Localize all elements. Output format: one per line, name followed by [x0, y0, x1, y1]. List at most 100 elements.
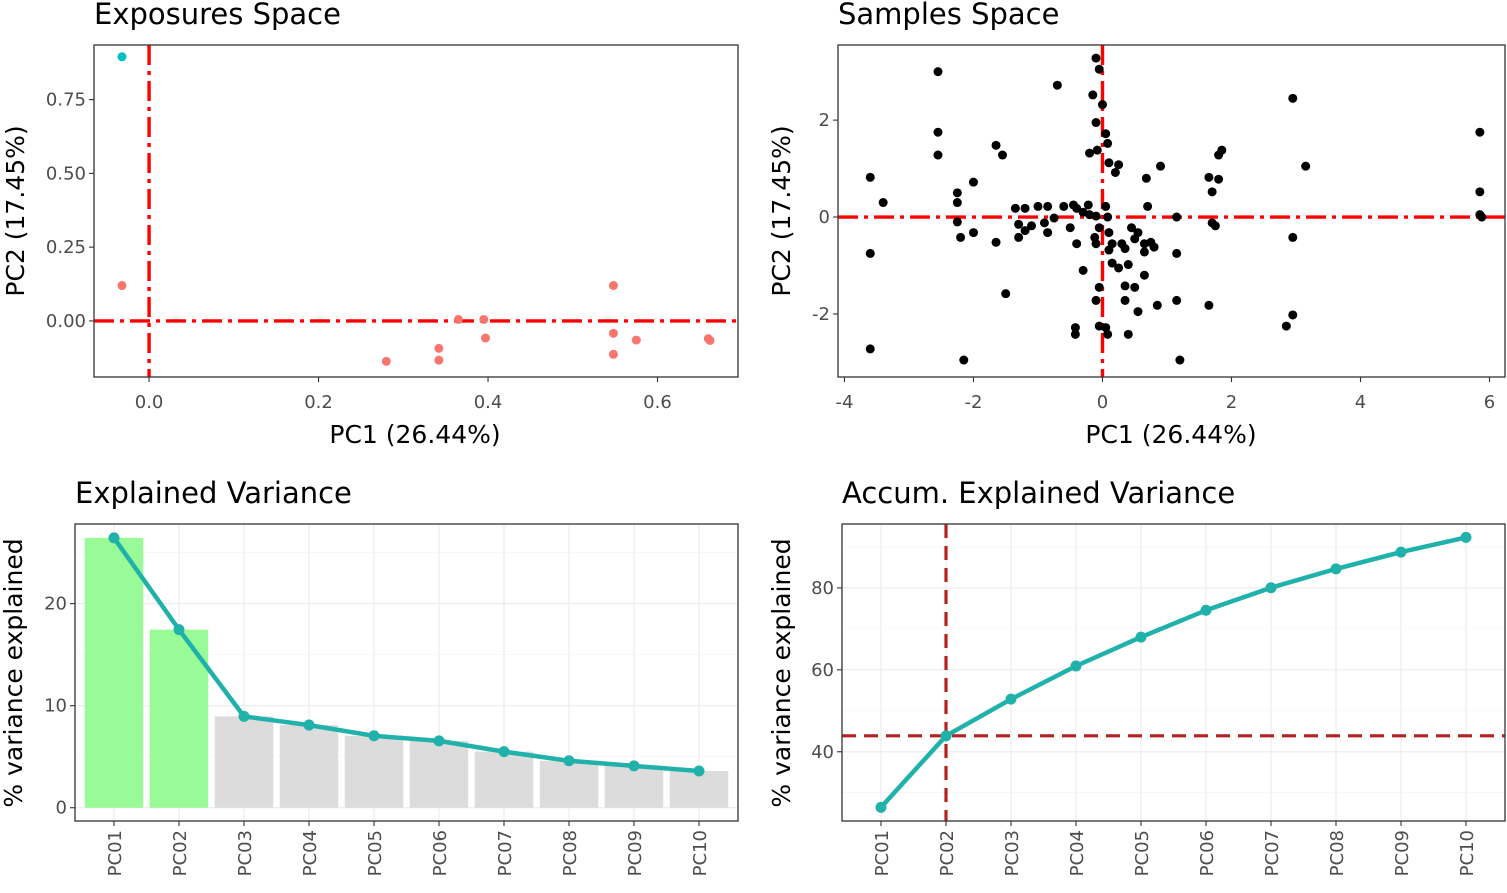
x-axis-title: PC1 (26.44%)	[329, 420, 500, 449]
line-point	[1460, 531, 1472, 543]
data-point	[1072, 203, 1082, 213]
x-tick-label: PC05	[1132, 830, 1153, 876]
data-point	[1101, 129, 1111, 139]
data-point	[608, 328, 618, 338]
data-point	[1092, 145, 1102, 155]
data-point	[1301, 161, 1311, 171]
x-tick-label: PC10	[690, 830, 711, 876]
data-point	[1288, 93, 1298, 103]
data-point	[1070, 323, 1080, 333]
x-tick-label: PC08	[1327, 830, 1348, 876]
x-tick-label: PC02	[170, 830, 191, 876]
data-point	[381, 356, 391, 366]
data-point	[1052, 80, 1062, 90]
bar	[279, 725, 339, 808]
x-tick-label: PC08	[560, 830, 581, 876]
samples-plot-area: -4 -2 0 2 4 6 -2 0 2	[812, 44, 1506, 413]
data-point	[1210, 221, 1220, 231]
data-point	[479, 314, 489, 324]
data-point	[1130, 234, 1140, 244]
data-point	[1120, 281, 1130, 291]
data-point	[1172, 212, 1182, 222]
data-point	[1072, 239, 1082, 249]
data-point	[1130, 282, 1140, 292]
y-axis-title: % variance explained	[767, 538, 796, 807]
data-point	[1172, 295, 1182, 305]
data-point	[1091, 53, 1101, 63]
y-tick-label: 0.75	[46, 90, 86, 111]
x-tick-label: PC03	[235, 830, 256, 876]
data-point	[1091, 295, 1101, 305]
data-point	[1020, 203, 1030, 213]
panel-background	[842, 524, 1505, 821]
data-point	[1172, 248, 1182, 258]
panel-border	[841, 523, 1506, 822]
data-point	[1014, 232, 1024, 242]
line-point	[875, 801, 887, 813]
data-point	[1104, 228, 1114, 238]
x-tick-label: 0	[1097, 392, 1108, 413]
bar	[84, 537, 144, 808]
data-point	[1152, 300, 1162, 310]
y-axis-title: PC2 (17.45%)	[767, 125, 796, 296]
y-tick-label: 10	[44, 696, 67, 717]
line-point	[1265, 582, 1277, 594]
line-point	[498, 746, 510, 758]
data-point	[997, 150, 1007, 160]
x-tick-label: 0.0	[135, 392, 164, 413]
x-tick-label: PC10	[1457, 830, 1478, 876]
x-tick-label: PC06	[1197, 830, 1218, 876]
panel-border	[837, 44, 1506, 378]
data-point	[1110, 167, 1120, 177]
line-point	[1330, 563, 1342, 575]
samples-space-panel: Samples Space -4 -2 0 2 4 6-202 PC1 (26.44%) …	[767, 0, 1506, 449]
line-point	[628, 760, 640, 772]
data-point	[1085, 148, 1095, 158]
exposures-plot-area: 0.0 0.2 0.4 0.6 0.00 0.25 0.50 0.75	[46, 44, 739, 413]
data-point	[453, 314, 463, 324]
line-point	[108, 532, 120, 544]
exposures-space-panel: Exposures Space 0.0 0.2 0.4 0.6 0.00 0.25 0.50…	[1, 0, 739, 449]
data-point	[1204, 300, 1214, 310]
data-point	[1288, 232, 1298, 242]
x-tick-label: PC01	[872, 830, 893, 876]
data-point	[1107, 258, 1117, 268]
data-point	[865, 344, 875, 354]
accum-variance-plot-area: PC01 PC02 PC03 PC04 PC05 PC06 PC07 PC08 PC09 PC10…	[811, 523, 1506, 876]
data-point	[434, 343, 444, 353]
data-point	[1114, 263, 1124, 273]
line-point	[1135, 631, 1147, 643]
x-tick-label: PC02	[937, 830, 958, 876]
data-point	[1020, 226, 1030, 236]
data-point	[1139, 247, 1149, 257]
data-point	[1088, 90, 1098, 100]
x-tick-label: PC07	[1262, 830, 1283, 876]
data-point	[878, 198, 888, 208]
bar	[604, 765, 664, 808]
data-point	[1217, 145, 1227, 155]
data-point	[631, 335, 641, 345]
y-tick-label: 60	[811, 660, 834, 681]
data-point	[608, 349, 618, 359]
panel-background	[94, 45, 738, 377]
data-point	[952, 217, 962, 227]
data-point	[117, 281, 127, 291]
x-tick-label: 2	[1226, 392, 1237, 413]
line-point	[1005, 693, 1017, 705]
line-point	[238, 710, 250, 722]
y-tick-label: 40	[811, 742, 834, 763]
data-point	[956, 232, 966, 242]
y-tick-label: 0	[819, 207, 830, 228]
data-point	[1091, 211, 1101, 221]
data-point	[1094, 223, 1104, 233]
x-axis-title: PC1 (26.44%)	[1085, 420, 1256, 449]
series-line	[112, 536, 700, 774]
line-point	[433, 735, 445, 747]
line-point	[1200, 604, 1212, 616]
line-point	[368, 730, 380, 742]
y-tick-label: -2	[812, 304, 830, 325]
data-point	[1103, 138, 1113, 148]
x-tick-label: PC06	[430, 830, 451, 876]
data-point	[1207, 187, 1217, 197]
chart-title: Samples Space	[838, 0, 1059, 31]
